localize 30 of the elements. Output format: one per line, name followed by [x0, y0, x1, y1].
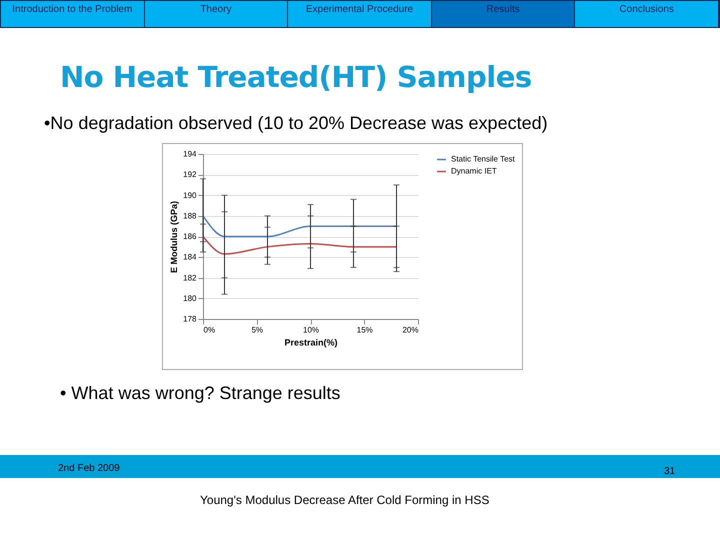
legend-label: Dynamic IET	[451, 166, 497, 176]
text: • What was wrong? Strange results	[60, 383, 340, 404]
legend-label: Static Tensile Test	[451, 154, 516, 164]
y-tick-label: 188	[183, 211, 198, 220]
text: Theory	[144, 1, 288, 27]
y-tick-label: 184	[183, 252, 198, 262]
y-tick-label: 178	[183, 314, 198, 324]
line-series	[202, 236, 398, 255]
x-tick-label: 0%	[204, 326, 216, 334]
text: 2nd Feb 2009	[58, 463, 120, 474]
text: Conclusions	[575, 1, 719, 27]
text: •No degradation observed (10 to 20% Decrease was expected)	[44, 113, 548, 134]
y-tick-label: 180	[183, 294, 198, 303]
x-axis-title: Prestrain(%)	[284, 338, 338, 348]
y-tick-label: 190	[183, 190, 198, 200]
chart-title: No Heat Treated(HT) Samples	[60, 60, 532, 94]
x-tick-label: 20%	[402, 326, 418, 334]
text: Experimental Procedure	[288, 1, 432, 27]
y-tick-label: 182	[183, 273, 198, 282]
x-tick-label: 15%	[356, 326, 373, 334]
text: Results	[432, 1, 576, 27]
text: Young's Modulus Decrease After Cold Forming in HSS	[200, 493, 490, 507]
y-tick-label: 194	[183, 150, 198, 158]
x-tick-label: 5%	[251, 326, 264, 334]
y-tick-label: 186	[183, 232, 198, 241]
text: Introduction to the Problem	[1, 1, 145, 27]
text: 31	[664, 466, 676, 477]
x-tick-label: 10%	[302, 326, 320, 334]
y-axis-title: E Modulus (GPa)	[169, 200, 180, 273]
y-tick-label: 192	[183, 170, 198, 180]
